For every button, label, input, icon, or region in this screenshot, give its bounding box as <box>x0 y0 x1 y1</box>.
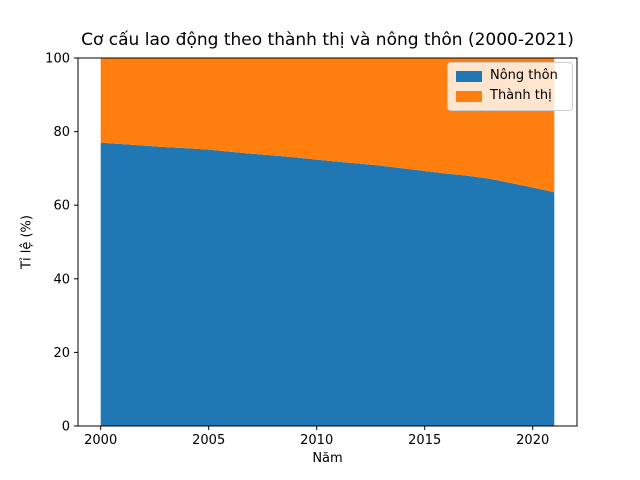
y-axis-label: Tỉ lệ (%) <box>19 215 35 269</box>
y-tick-label: 100 <box>45 52 70 67</box>
x-axis-label: Năm <box>312 451 343 466</box>
y-tick-label: 80 <box>53 125 70 140</box>
legend: Nông thôn Thành thị <box>447 62 573 111</box>
legend-label-nong-thon: Nông thôn <box>490 68 558 83</box>
legend-item-thanh-thi: Thành thị <box>456 88 564 104</box>
y-tick-label: 20 <box>53 346 70 361</box>
area-nong-thon <box>100 142 555 426</box>
legend-item-nong-thon: Nông thôn <box>456 68 564 83</box>
x-tick-label: 2015 <box>408 433 441 448</box>
y-tick-label: 0 <box>62 420 70 435</box>
legend-swatch-nong-thon <box>456 70 482 82</box>
area-thanh-thi <box>100 58 555 193</box>
legend-label-thanh-thi: Thành thị <box>490 88 552 104</box>
x-tick-label: 2000 <box>84 433 117 448</box>
x-tick-label: 2010 <box>300 433 333 448</box>
axes-spines <box>77 57 578 427</box>
x-tick-label: 2005 <box>192 433 225 448</box>
y-tick-label: 60 <box>53 199 70 214</box>
chart-title: Cơ cấu lao động theo thành thị và nông t… <box>81 30 574 50</box>
legend-swatch-thanh-thi <box>456 90 482 102</box>
x-tick-label: 2020 <box>516 433 549 448</box>
y-tick-label: 40 <box>53 272 70 287</box>
